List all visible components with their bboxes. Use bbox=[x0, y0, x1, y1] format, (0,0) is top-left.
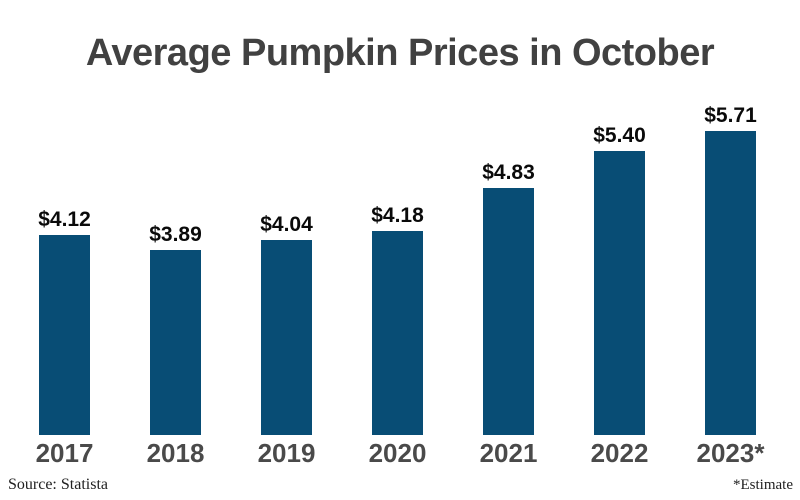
bar-value-label: $4.18 bbox=[371, 204, 424, 227]
bar bbox=[705, 131, 756, 435]
bar bbox=[261, 240, 312, 435]
bar bbox=[594, 151, 645, 435]
bar-year-label: 2020 bbox=[368, 438, 427, 468]
bar bbox=[483, 188, 534, 435]
bar-value-label: $4.04 bbox=[260, 213, 313, 236]
bar-column: $4.04 2019 bbox=[258, 213, 316, 466]
bar-year-label: 2022 bbox=[590, 438, 649, 468]
bar bbox=[150, 250, 201, 435]
bar bbox=[39, 235, 90, 435]
bar-column: $5.71 2023* bbox=[697, 104, 765, 466]
source-note: Source: Statista bbox=[8, 476, 108, 493]
bar-chart: $4.12 2017 $3.89 2018 $4.04 2019 $4.18 2020 $4.8… bbox=[36, 94, 765, 466]
bar-year-label: 2021 bbox=[479, 438, 538, 468]
bar-value-label: $3.89 bbox=[149, 223, 202, 246]
bar-column: $3.89 2018 bbox=[147, 223, 205, 466]
bar-year-label: 2019 bbox=[257, 438, 316, 468]
bar-value-label: $4.12 bbox=[38, 208, 91, 231]
bar-year-label: 2017 bbox=[35, 438, 94, 468]
chart-title: Average Pumpkin Prices in October bbox=[85, 32, 715, 74]
bar bbox=[372, 231, 423, 435]
bar-value-label: $4.83 bbox=[482, 161, 535, 184]
estimate-footnote: *Estimate bbox=[733, 477, 793, 493]
bar-value-label: $5.40 bbox=[593, 124, 646, 147]
bar-column: $4.12 2017 bbox=[36, 208, 94, 466]
bar-column: $4.18 2020 bbox=[369, 204, 427, 466]
bar-column: $5.40 2022 bbox=[591, 124, 649, 466]
bar-year-label: 2018 bbox=[146, 438, 205, 468]
bar-value-label: $5.71 bbox=[704, 104, 757, 127]
chart-footer: Source: Statista *Estimate bbox=[8, 476, 793, 494]
bar-column: $4.83 2021 bbox=[480, 161, 538, 466]
bar-year-label: 2023* bbox=[696, 438, 765, 468]
